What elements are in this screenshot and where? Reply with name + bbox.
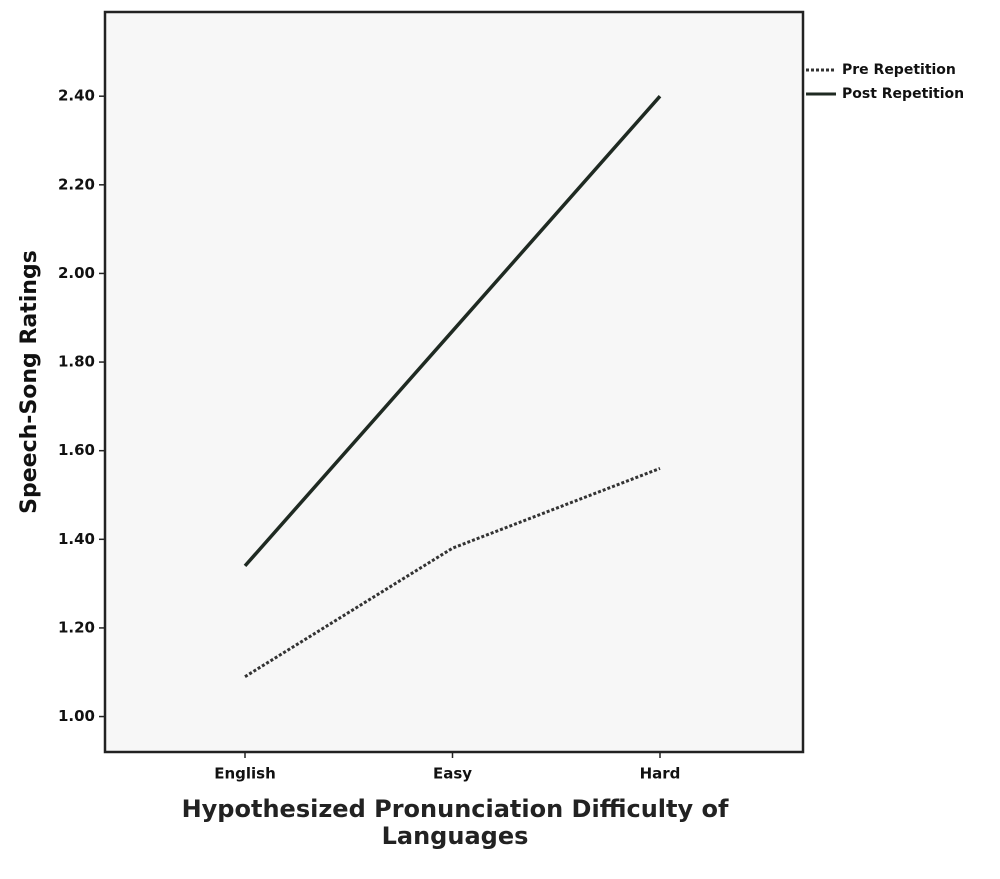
legend-label: Post Repetition bbox=[842, 86, 964, 102]
y-tick-label: 1.20 bbox=[58, 618, 95, 636]
y-tick-label: 1.80 bbox=[58, 353, 95, 371]
legend-label: Pre Repetition bbox=[842, 62, 956, 78]
y-tick-label: 2.20 bbox=[58, 175, 95, 193]
x-tick-label: English bbox=[214, 765, 276, 783]
y-tick-label: 1.60 bbox=[58, 441, 95, 459]
y-tick-label: 2.40 bbox=[58, 87, 95, 105]
x-axis-title: Hypothesized Pronunciation Difficulty of… bbox=[181, 795, 729, 850]
y-axis-title: Speech-Song Ratings bbox=[17, 250, 42, 514]
series-line bbox=[244, 467, 661, 678]
series-line bbox=[243, 95, 662, 568]
y-tick-label: 1.40 bbox=[58, 530, 95, 548]
y-tick-label: 1.00 bbox=[58, 707, 95, 725]
x-tick-label: Hard bbox=[640, 765, 681, 783]
x-tick-label: Easy bbox=[433, 765, 472, 783]
y-tick-label: 2.00 bbox=[58, 264, 95, 282]
plot-area bbox=[103, 10, 805, 754]
